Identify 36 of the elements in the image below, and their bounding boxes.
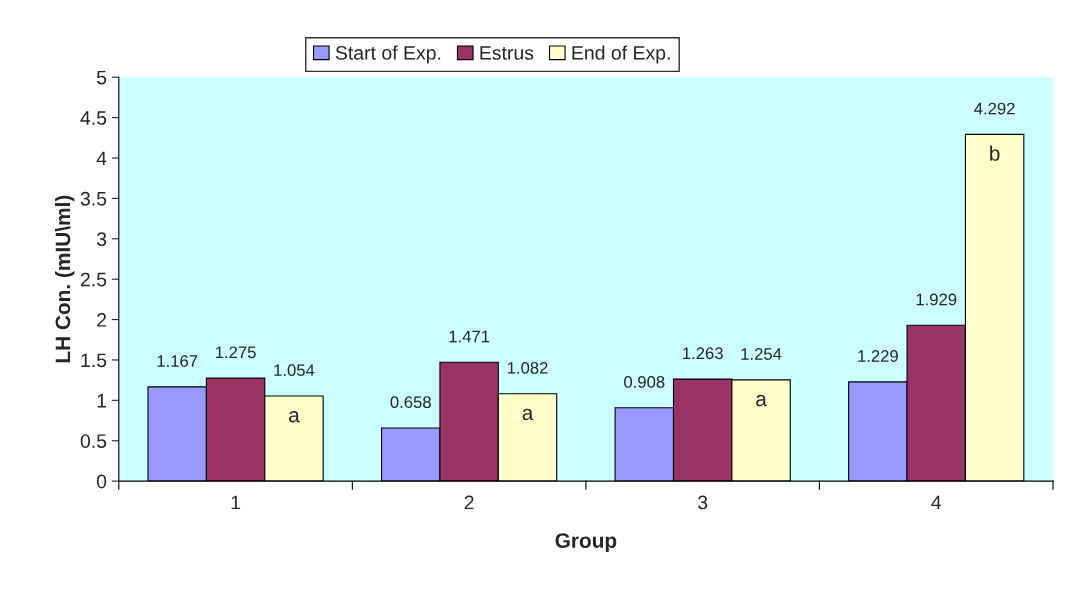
y-tick-label: 3 [96,232,107,247]
annotation: a [756,394,767,407]
y-tick-label: 3.5 [80,191,107,206]
legend-label: End of Exp. [572,45,670,64]
data-label: 4.292 [974,102,1015,115]
x-tick-label: 4 [931,495,942,510]
y-tick-label: 0 [96,474,107,489]
data-label: 1.167 [157,355,198,367]
data-label: 1.929 [916,293,957,306]
y-tick-label: 1 [97,394,107,408]
data-label: 1.275 [215,346,256,359]
y-tick-label: 2 [97,313,107,327]
data-label: 1.229 [858,350,898,362]
x-tick-label: 1 [231,495,241,510]
data-label: 1.263 [683,347,723,360]
y-tick-label: 4 [96,151,107,166]
legend-label: Estrus [480,46,534,60]
data-label: 1.082 [507,361,548,374]
legend-label: Start of Exp. [335,45,441,64]
annotation: a [289,410,300,423]
y-axis-title: LH Con. (mIU\ml) [54,195,75,363]
annotation: b [990,145,1000,161]
y-tick-label: 1.5 [81,353,107,368]
x-tick-label: 3 [698,495,708,510]
data-label: 1.471 [449,330,490,343]
y-tick-label: 2.5 [80,272,107,287]
data-label: 1.254 [741,348,782,360]
x-axis-title: Group [555,533,617,553]
data-label: 0.658 [390,396,431,409]
y-tick-label: 5 [96,70,107,85]
y-tick-label: 0.5 [80,434,107,448]
annotation: a [522,408,534,421]
data-label: 1.054 [274,364,315,377]
x-tick-label: 2 [464,495,474,510]
data-label: 0.908 [624,376,665,388]
y-tick-label: 4.5 [80,111,107,125]
